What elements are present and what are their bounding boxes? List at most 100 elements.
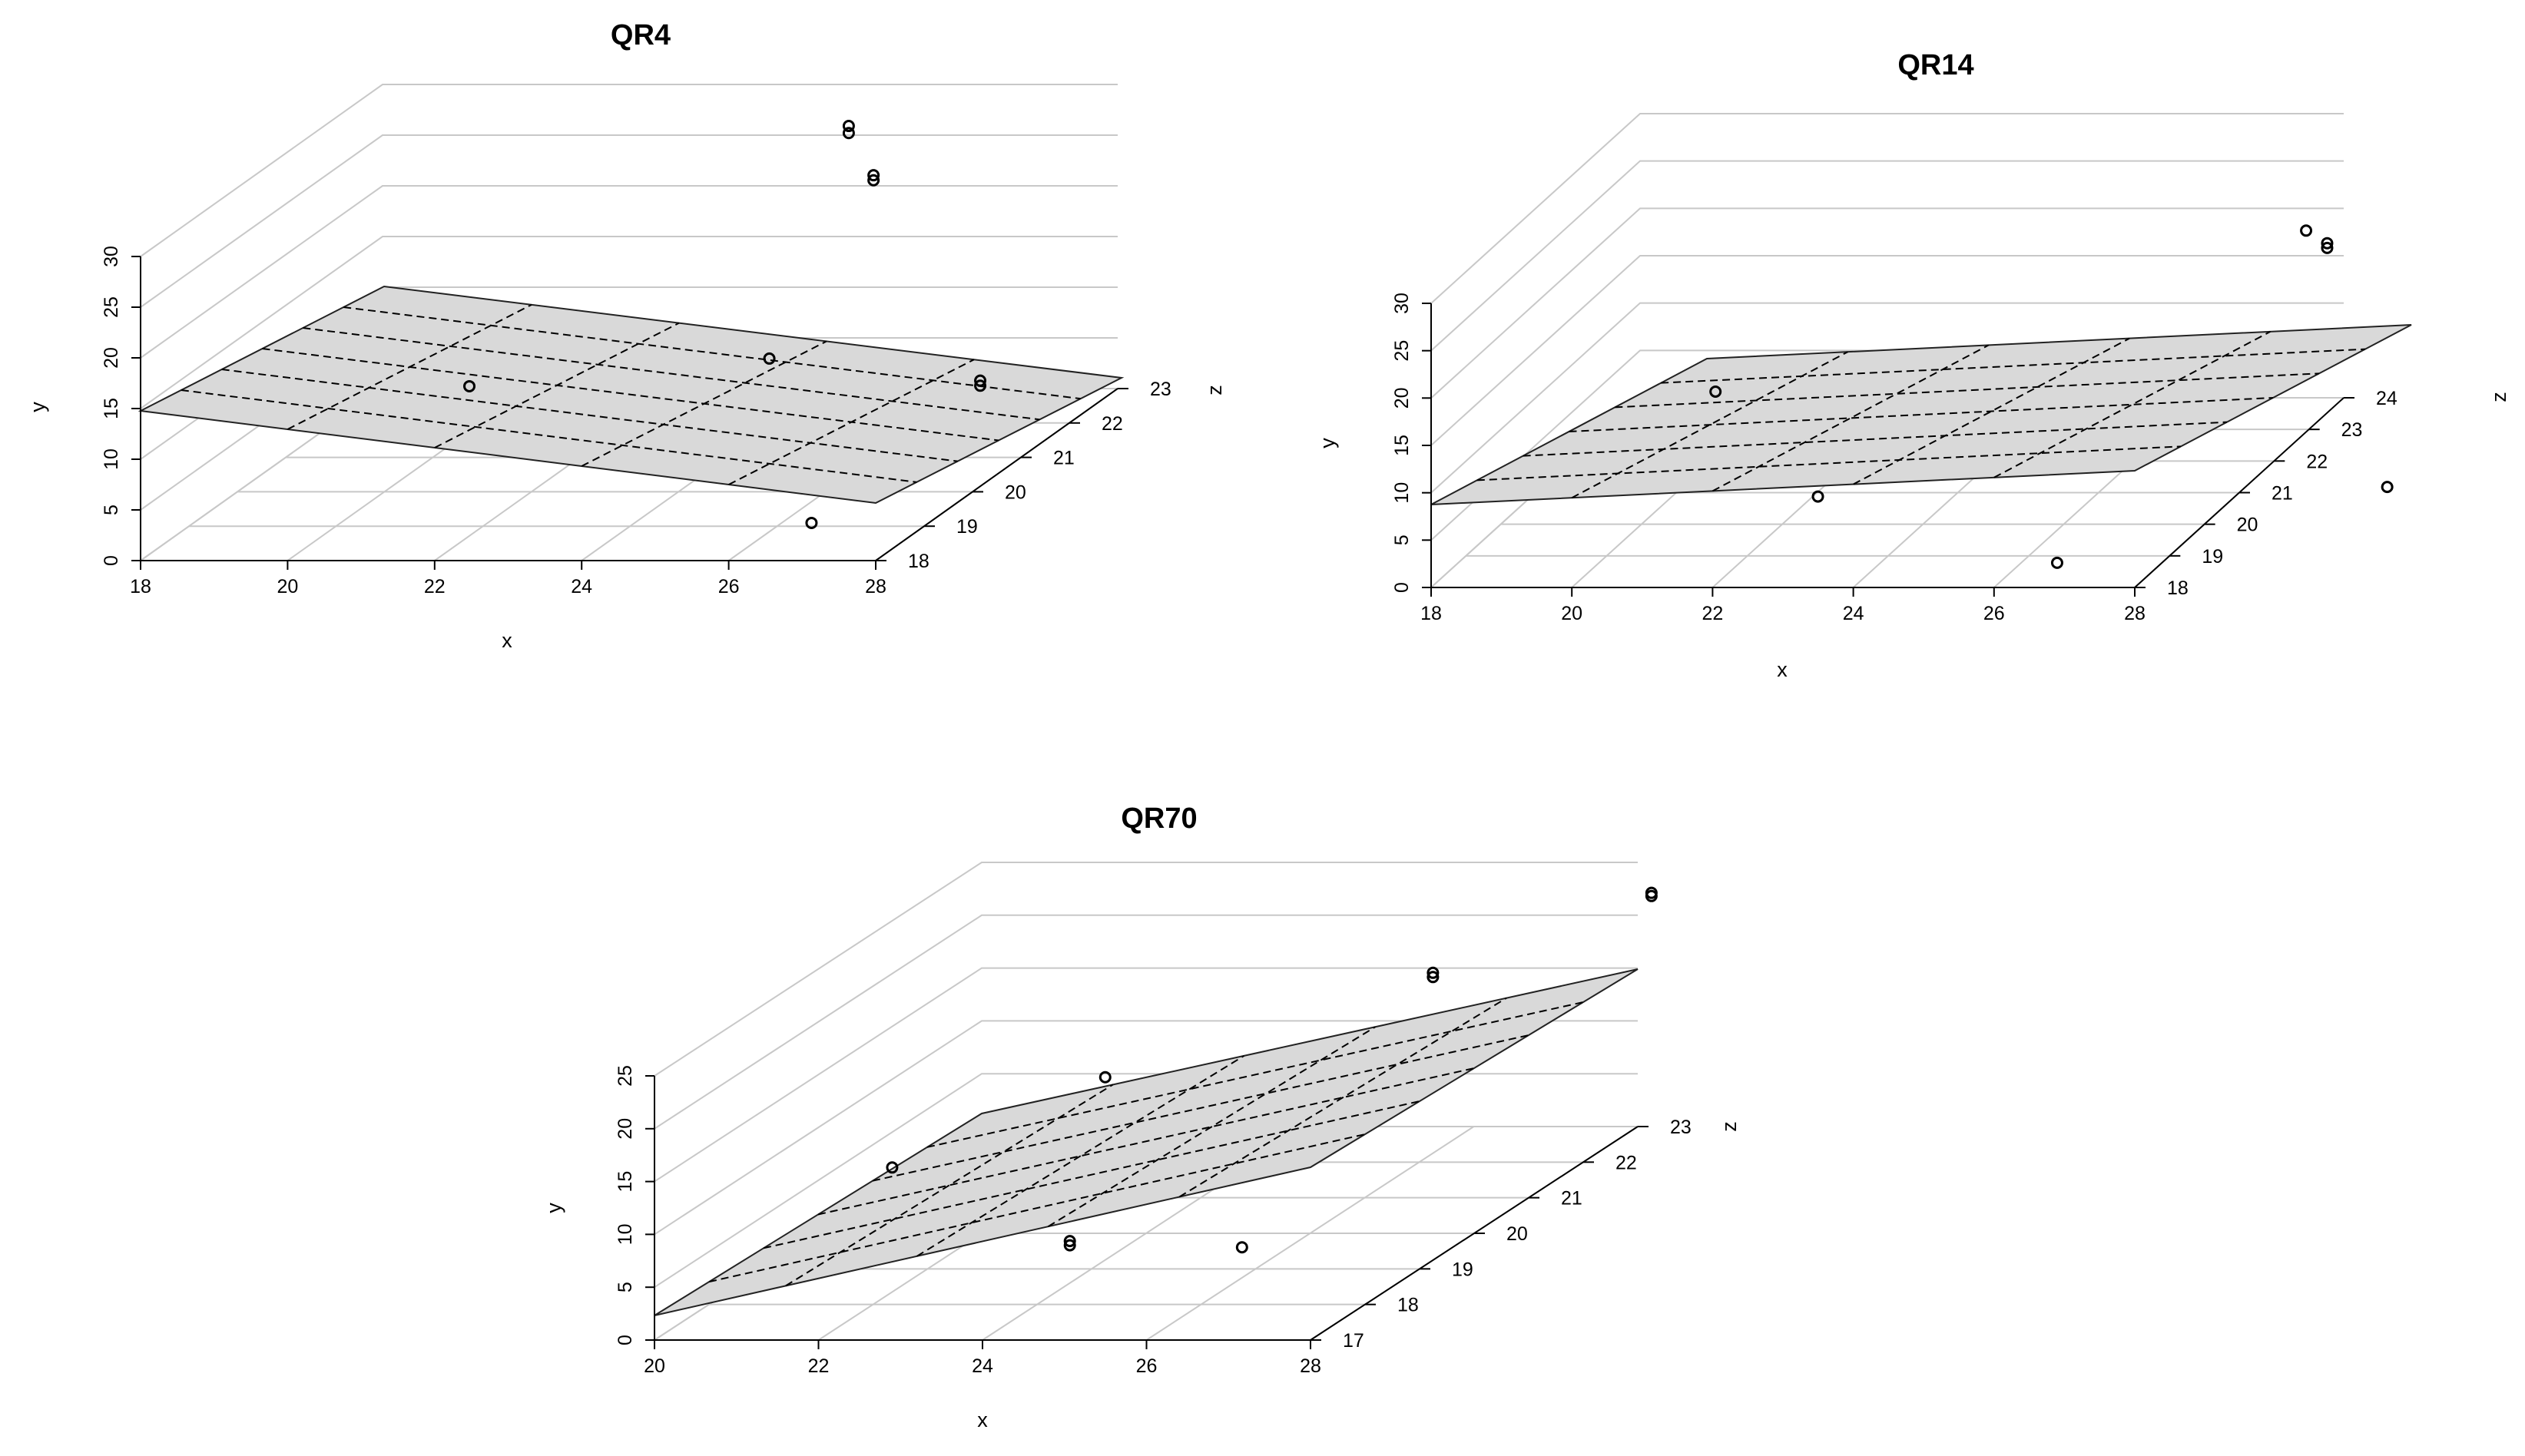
- plane-grid-line: [303, 327, 1040, 421]
- y-tick-label: 25: [615, 1065, 636, 1087]
- wall-grid-line: [1430, 160, 2344, 352]
- panel-qr70: QR70 20 22 24 26 28 0 5 10 15 20 25 17 18 19 20 21 22 23 x…: [542, 802, 1741, 1431]
- data-point: [463, 379, 476, 392]
- data-point: [1235, 1241, 1248, 1254]
- y-tick-label: 20: [615, 1118, 636, 1140]
- chart-title: QR4: [611, 19, 671, 51]
- plane-grid-line: [785, 1084, 1114, 1287]
- data-point: [886, 1161, 899, 1174]
- plane-grid-line: [1047, 1026, 1376, 1228]
- y-tick-label: 20: [1391, 387, 1413, 409]
- y-tick-label: 5: [1391, 534, 1413, 545]
- y-tick-label: 10: [101, 448, 122, 470]
- data-point: [974, 379, 987, 392]
- y-tick-label: 5: [615, 1282, 636, 1292]
- y-tick-label: 20: [101, 347, 122, 369]
- data-point: [2381, 481, 2394, 494]
- x-tick-label: 28: [865, 576, 886, 597]
- data-point: [1709, 386, 1722, 399]
- z-tick-label: 21: [2272, 483, 2293, 505]
- wall-grid-line: [140, 134, 1118, 308]
- data-point: [1645, 886, 1658, 899]
- regression-plane: [138, 285, 1125, 505]
- axes: 20 22 24 26 28 0 5 10 15 20 25 17 18 19 20 21 22 23 x y z: [542, 1065, 1741, 1431]
- x-tick-label: 22: [808, 1355, 830, 1377]
- z-tick-label: 23: [1150, 379, 1171, 400]
- z-axis-line: [875, 388, 1118, 561]
- panel-qr14: QR14 18 20 22 24 26 28 0 5 10 15 20 25 30 18 19 20 21 22 2…: [1316, 49, 2510, 681]
- y-tick-label: 0: [615, 1335, 636, 1345]
- data-points: [1709, 224, 2394, 569]
- data-point: [2321, 237, 2334, 250]
- data-point: [2050, 556, 2063, 569]
- plane-grid-line: [1476, 445, 2182, 481]
- plane-grid-line: [1178, 997, 1507, 1198]
- z-tick-label: 24: [2376, 388, 2397, 409]
- y-tick-label: 0: [101, 555, 122, 566]
- plane-grid-line: [1993, 330, 2272, 478]
- x-tick-label: 24: [972, 1355, 993, 1377]
- data-point: [1098, 1070, 1112, 1084]
- z-tick-label: 18: [2167, 577, 2189, 599]
- wall-grid-line: [1430, 113, 2344, 304]
- plane-grid-line: [343, 306, 1081, 400]
- z-tick-label: 19: [2202, 546, 2223, 568]
- plane-grid-line: [1711, 344, 1990, 492]
- y-tick-label: 30: [101, 246, 122, 267]
- y-tick-label: 15: [615, 1171, 636, 1193]
- plane-grid-line: [817, 1067, 1475, 1216]
- data-point: [1811, 490, 1824, 503]
- plane-grid-line: [1661, 348, 2366, 384]
- z-tick-label: 19: [1452, 1259, 1473, 1280]
- regression-plane: [654, 968, 1639, 1316]
- x-tick-label: 24: [571, 576, 592, 597]
- y-tick-label: 0: [1391, 582, 1413, 593]
- y-tick-label: 25: [101, 296, 122, 318]
- x-tick-label: 28: [1300, 1355, 1321, 1377]
- y-tick-label: 30: [1391, 293, 1413, 314]
- z-axis-label: z: [1718, 1121, 1741, 1132]
- wall-grid-line: [140, 236, 1118, 409]
- z-tick-label: 20: [1506, 1223, 1528, 1245]
- plane-grid-line: [926, 1001, 1584, 1148]
- wall-grid-line: [1430, 302, 2344, 494]
- chart-title: QR70: [1121, 802, 1197, 835]
- z-tick-label: 21: [1053, 448, 1075, 469]
- y-axis-label: y: [26, 402, 49, 412]
- wall-grid-line: [140, 84, 1118, 257]
- y-tick-label: 15: [101, 398, 122, 419]
- plane-grid-line: [221, 369, 958, 462]
- x-tick-label: 26: [1983, 603, 2005, 624]
- plane-grid-line: [181, 389, 917, 483]
- data-point: [763, 352, 776, 365]
- data-point: [842, 120, 855, 133]
- y-axis-label: y: [542, 1203, 565, 1213]
- x-axis-label: x: [502, 629, 512, 652]
- data-point: [867, 174, 880, 187]
- plane-grid-line: [1523, 421, 2228, 457]
- wall-grid-line: [654, 967, 1638, 1183]
- z-tick-label: 22: [1615, 1152, 1637, 1173]
- plane-grid-line: [1569, 397, 2274, 432]
- axes: 18 20 22 24 26 28 0 5 10 15 20 25 30 18 19 20 21 22 23 x y z: [26, 246, 1226, 652]
- plane-grid-line: [1615, 372, 2320, 409]
- x-tick-label: 26: [1136, 1355, 1158, 1377]
- x-tick-label: 20: [644, 1355, 665, 1377]
- y-tick-label: 5: [101, 505, 122, 515]
- axes: 18 20 22 24 26 28 0 5 10 15 20 25 30 18 19 20 21 22 23 24 x y…: [1316, 293, 2510, 681]
- y-tick-label: 10: [615, 1223, 636, 1245]
- z-tick-label: 17: [1343, 1330, 1364, 1352]
- y-tick-label: 15: [1391, 435, 1413, 456]
- x-tick-label: 22: [1702, 603, 1723, 624]
- z-tick-label: 18: [1397, 1295, 1419, 1316]
- x-tick-label: 18: [130, 576, 151, 597]
- z-tick-label: 22: [2306, 451, 2328, 472]
- y-tick-label: 10: [1391, 482, 1413, 504]
- x-tick-label: 20: [277, 576, 298, 597]
- z-tick-label: 23: [2341, 419, 2363, 441]
- data-points: [886, 886, 1658, 1254]
- wall-grid-line: [1430, 255, 2344, 446]
- x-tick-label: 26: [718, 576, 740, 597]
- plane-surface: [1430, 324, 2412, 505]
